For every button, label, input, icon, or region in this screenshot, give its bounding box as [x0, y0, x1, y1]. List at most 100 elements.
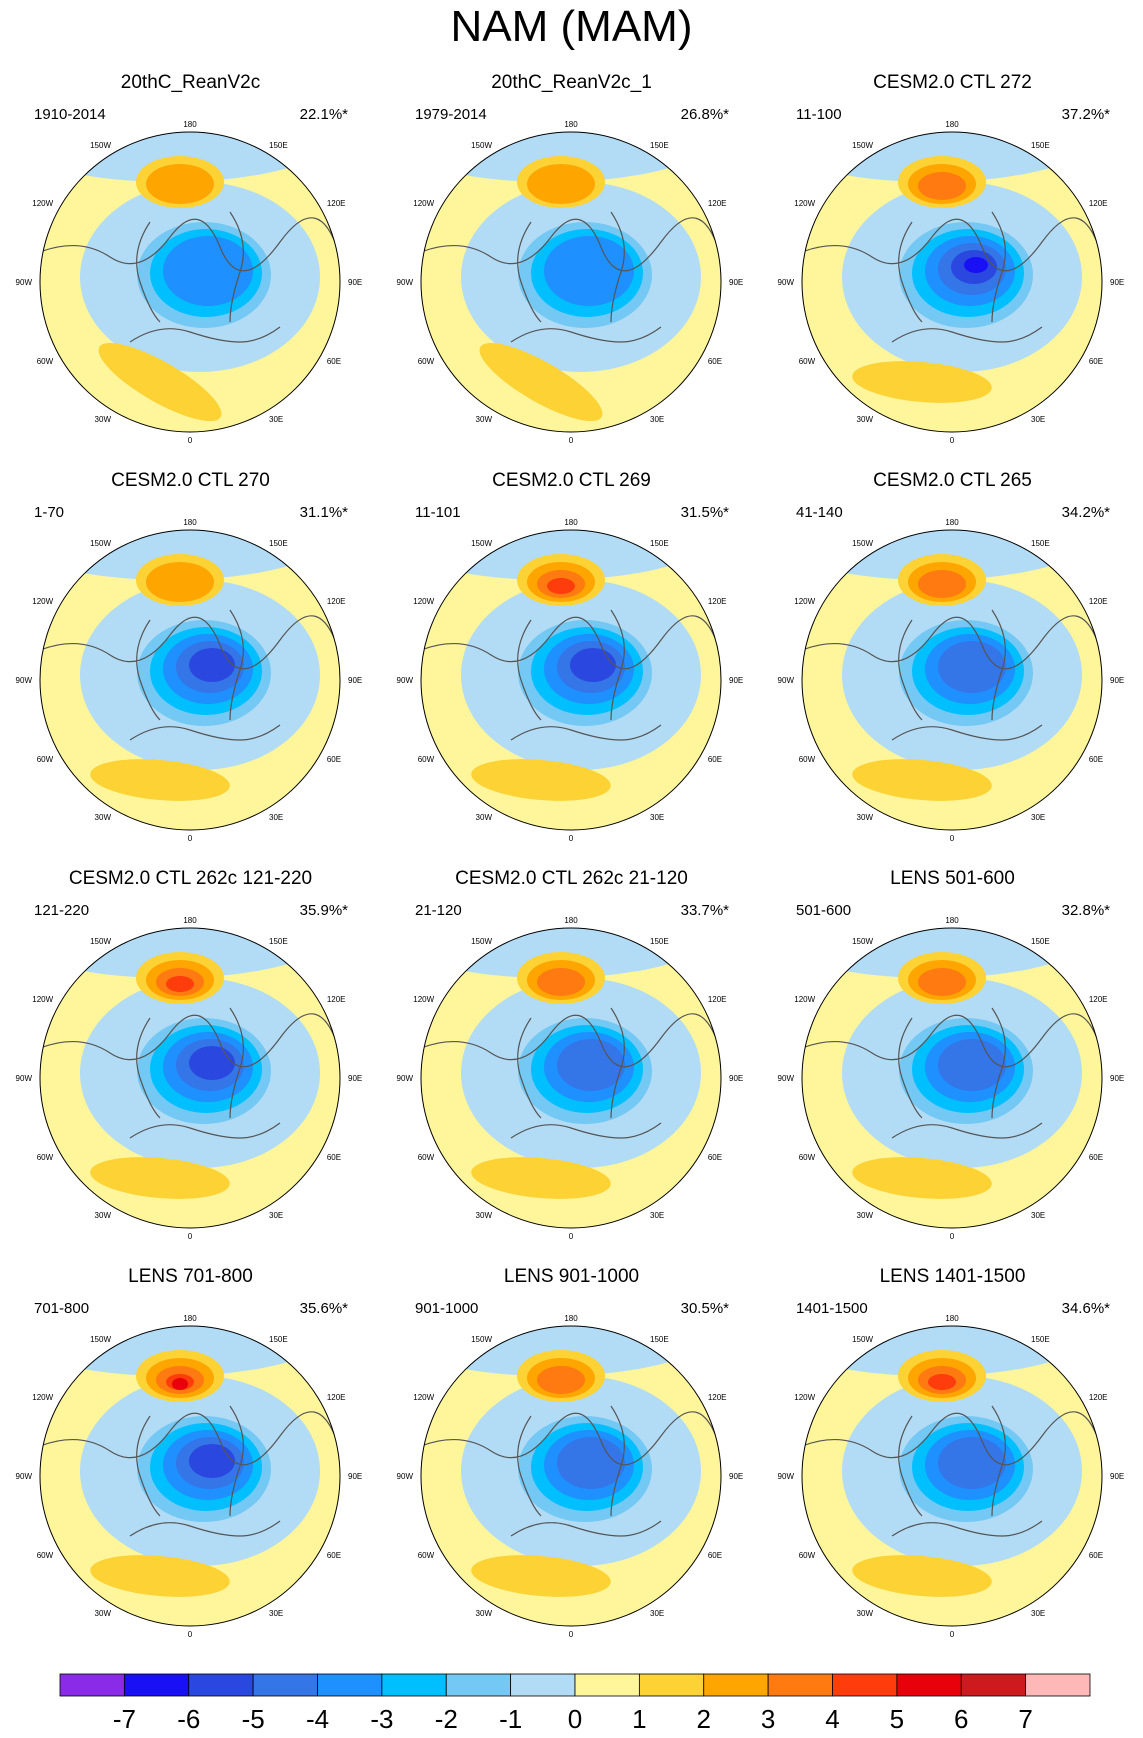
longitude-label: 120E — [327, 995, 346, 1004]
colorbar-swatch — [896, 1673, 962, 1697]
longitude-label: 60W — [799, 755, 816, 764]
contour-field — [421, 530, 721, 830]
longitude-label: 90W — [778, 1074, 795, 1083]
longitude-label: 120W — [32, 597, 53, 606]
longitude-label: 60W — [37, 755, 54, 764]
map-border — [420, 131, 722, 433]
panel-variance: 26.8%* — [680, 106, 729, 123]
contour-level-pos4 — [547, 578, 575, 594]
map-panel: CESM2.0 CTL 270 1-70 31.1%* 180 150W 150E 120W… — [0, 470, 381, 870]
longitude-label: 120W — [794, 199, 815, 208]
panel-title: CESM2.0 CTL 270 — [111, 470, 270, 491]
polar-map: 180 150W 150E 120W 120E 90W 90E 60W 60E 30W 30E 0 — [397, 120, 744, 445]
colorbar-swatch — [1025, 1673, 1091, 1697]
longitude-label: 90W — [778, 1472, 795, 1481]
colorbar-swatch — [703, 1673, 769, 1697]
panel-variance: 31.1%* — [299, 504, 348, 521]
longitude-label: 0 — [950, 1630, 955, 1639]
map-panel: CESM2.0 CTL 265 41-140 34.2%* 180 150W 150E 12… — [762, 470, 1143, 870]
longitude-label: 180 — [183, 120, 197, 129]
longitude-label: 90E — [729, 1472, 743, 1481]
colorbar-label: -4 — [306, 1704, 329, 1734]
longitude-label: 150E — [650, 937, 669, 946]
longitude-label: 150W — [471, 539, 492, 548]
panel-variance: 22.1%* — [299, 106, 348, 123]
contour-level-pos3 — [537, 968, 585, 996]
coastline — [421, 1007, 721, 1139]
longitude-label: 180 — [945, 518, 959, 527]
longitude-label: 120E — [708, 199, 727, 208]
polar-map: 180 150W 150E 120W 120E 90W 90E 60W 60E 30W 30E 0 — [397, 916, 744, 1241]
panel-title: CESM2.0 CTL 262c 121-220 — [68, 868, 313, 889]
panel-variance: 35.9%* — [299, 902, 348, 919]
colorbar-label: -1 — [499, 1704, 522, 1734]
panel-title: LENS 901-1000 — [503, 1266, 640, 1287]
longitude-label: 150E — [269, 937, 288, 946]
longitude-label: 150W — [90, 1335, 111, 1344]
contour-level-pos2 — [527, 164, 595, 204]
map-border — [39, 1325, 341, 1627]
longitude-label: 120W — [32, 995, 53, 1004]
longitude-label: 90W — [397, 278, 414, 287]
polar-map: 180 150W 150E 120W 120E 90W 90E 60W 60E 30W 30E 0 — [397, 518, 744, 843]
map-panel: LENS 1401-1500 1401-1500 34.6%* 180 150W 150E… — [762, 1266, 1143, 1666]
contour-level-pos1-atlantic — [479, 342, 603, 422]
colorbar-swatch — [960, 1673, 1027, 1697]
contour-level--5 — [938, 1039, 1006, 1091]
longitude-label: 90E — [729, 1074, 743, 1083]
longitude-label: 30E — [269, 1211, 283, 1220]
longitude-label: 90E — [348, 1472, 362, 1481]
longitude-label: 0 — [569, 1630, 574, 1639]
longitude-label: 60W — [799, 1551, 816, 1560]
panel-variance: 35.6%* — [299, 1300, 348, 1317]
colorbar-label: 2 — [697, 1704, 711, 1734]
longitude-label: 180 — [564, 916, 578, 925]
longitude-label: 60E — [708, 1551, 722, 1560]
longitude-label: 150E — [269, 141, 288, 150]
contour-level--7 — [964, 257, 988, 273]
longitude-label: 150E — [650, 1335, 669, 1344]
map-border — [801, 529, 1103, 831]
panel-years: 701-800 — [34, 1300, 90, 1317]
contour-level-pos4 — [928, 1374, 956, 1390]
longitude-label: 30E — [269, 415, 283, 424]
longitude-label: 0 — [188, 1630, 193, 1639]
contour-field — [40, 1326, 340, 1626]
longitude-label: 180 — [183, 916, 197, 925]
polar-map: 180 150W 150E 120W 120E 90W 90E 60W 60E 30W 30E 0 — [778, 518, 1125, 843]
map-border — [420, 1325, 722, 1627]
polar-map: 180 150W 150E 120W 120E 90W 90E 60W 60E 30W 30E 0 — [16, 916, 363, 1241]
panel-title: CESM2.0 CTL 265 — [873, 470, 1032, 491]
panel-title: CESM2.0 CTL 262c 21-120 — [455, 868, 688, 889]
contour-level-pos1-atlantic — [90, 1157, 230, 1199]
longitude-label: 60W — [37, 1153, 54, 1162]
colorbar-label: -2 — [435, 1704, 458, 1734]
contour-level-pos1-atlantic — [852, 361, 992, 403]
panel-years: 11-101 — [415, 504, 461, 521]
contour-field — [802, 132, 1102, 432]
longitude-label: 30E — [1031, 1609, 1045, 1618]
longitude-label: 30W — [95, 1609, 112, 1618]
longitude-label: 60E — [327, 1551, 341, 1560]
contour-level--6 — [189, 1046, 235, 1080]
longitude-label: 60W — [799, 357, 816, 366]
longitude-label: 90E — [1110, 278, 1124, 287]
coastline — [802, 609, 1102, 741]
colorbar-swatch — [123, 1673, 190, 1697]
longitude-label: 90E — [1110, 1074, 1124, 1083]
longitude-label: 180 — [183, 1314, 197, 1323]
contour-field — [802, 928, 1102, 1228]
longitude-label: 30E — [650, 1211, 664, 1220]
longitude-label: 0 — [950, 834, 955, 843]
longitude-label: 120W — [413, 199, 434, 208]
map-border — [420, 529, 722, 831]
longitude-label: 150W — [852, 539, 873, 548]
longitude-label: 0 — [188, 436, 193, 445]
contour-level--5 — [938, 641, 1006, 693]
longitude-label: 90W — [16, 1472, 33, 1481]
panel-title: CESM2.0 CTL 272 — [873, 72, 1032, 93]
longitude-label: 60W — [37, 1551, 54, 1560]
longitude-label: 150W — [852, 937, 873, 946]
colorbar-label: -3 — [370, 1704, 393, 1734]
map-panel: CESM2.0 CTL 272 11-100 37.2%* 180 150W 150E 12… — [762, 72, 1143, 472]
